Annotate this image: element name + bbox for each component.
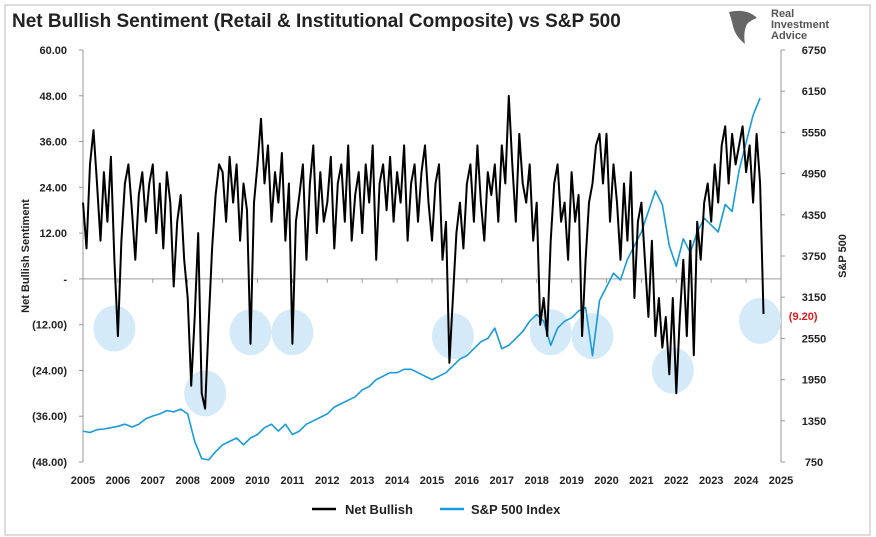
y-tick-label: - bbox=[63, 274, 67, 286]
x-tick-label: 2015 bbox=[420, 475, 444, 487]
highlight-circle bbox=[93, 305, 136, 352]
y2-tick-label: 3150 bbox=[802, 292, 826, 304]
y-tick-label: (12.00) bbox=[32, 320, 67, 332]
y2-tick-label: 5550 bbox=[802, 127, 826, 139]
x-tick-label: 2025 bbox=[769, 475, 793, 487]
logo-text: Investment bbox=[771, 19, 829, 31]
highlight-circle bbox=[431, 313, 474, 360]
chart-border bbox=[4, 4, 871, 536]
y2-tick-label: 6150 bbox=[802, 86, 826, 98]
y-tick-label: 48.00 bbox=[39, 91, 67, 103]
y2-axis-label: S&P 500 bbox=[837, 234, 849, 278]
y2-tick-label: 4950 bbox=[802, 169, 826, 181]
sp500-line bbox=[82, 97, 761, 461]
chart-title: Net Bullish Sentiment (Retail & Institut… bbox=[12, 11, 621, 32]
x-tick-label: 2012 bbox=[315, 475, 339, 487]
x-tick-label: 2010 bbox=[245, 475, 269, 487]
y2-tick-label: 1350 bbox=[802, 416, 826, 428]
x-tick-label: 2006 bbox=[106, 475, 130, 487]
legend: Net Bullish S&P 500 Index bbox=[312, 502, 561, 517]
y2-tick-label: 3750 bbox=[802, 251, 826, 263]
legend-label-sp500: S&P 500 Index bbox=[471, 502, 561, 517]
x-tick-label: 2021 bbox=[629, 475, 653, 487]
y-tick-label: 36.00 bbox=[39, 137, 67, 149]
latest-value-label: (9.20) bbox=[789, 311, 818, 323]
x-tick-label: 2020 bbox=[594, 475, 618, 487]
y-tick-label: (36.00) bbox=[32, 411, 67, 423]
x-tick-label: 2011 bbox=[280, 475, 304, 487]
x-tick-label: 2022 bbox=[664, 475, 688, 487]
y-tick-label: (24.00) bbox=[32, 365, 67, 377]
x-tick-label: 2009 bbox=[210, 475, 234, 487]
x-tick-label: 2019 bbox=[559, 475, 583, 487]
y2-tick-label: 2550 bbox=[802, 333, 826, 345]
highlight-circle bbox=[651, 347, 694, 394]
y-tick-label: 24.00 bbox=[39, 182, 67, 194]
logo: Real Investment Advice bbox=[729, 8, 829, 44]
net-bullish-line bbox=[82, 94, 765, 410]
x-tick-label: 2017 bbox=[490, 475, 514, 487]
x-tick-label: 2023 bbox=[699, 475, 723, 487]
eagle-logo-icon bbox=[729, 10, 757, 44]
x-tick-label: 2013 bbox=[350, 475, 374, 487]
legend-label-net-bullish: Net Bullish bbox=[345, 502, 413, 517]
x-tick-label: 2008 bbox=[175, 475, 199, 487]
x-tick-label: 2016 bbox=[455, 475, 479, 487]
x-tick-label: 2024 bbox=[734, 475, 759, 487]
y2-tick-label: 1950 bbox=[802, 375, 826, 387]
y-tick-label: 12.00 bbox=[39, 228, 67, 240]
y2-tick-label: 750 bbox=[805, 457, 823, 469]
x-tick-label: 2005 bbox=[71, 475, 95, 487]
highlight-circle bbox=[739, 297, 782, 344]
y2-tick-label: 4350 bbox=[802, 210, 826, 222]
x-tick-label: 2018 bbox=[524, 475, 548, 487]
logo-text: Real bbox=[771, 8, 794, 20]
y-axis-label: Net Bullish Sentiment bbox=[20, 199, 32, 313]
x-tick-label: 2014 bbox=[385, 475, 410, 487]
x-tick-label: 2007 bbox=[141, 475, 165, 487]
y-tick-label: 60.00 bbox=[39, 45, 67, 57]
y-tick-label: (48.00) bbox=[32, 457, 67, 469]
y2-tick-label: 6750 bbox=[802, 45, 826, 57]
logo-text: Advice bbox=[771, 30, 807, 42]
